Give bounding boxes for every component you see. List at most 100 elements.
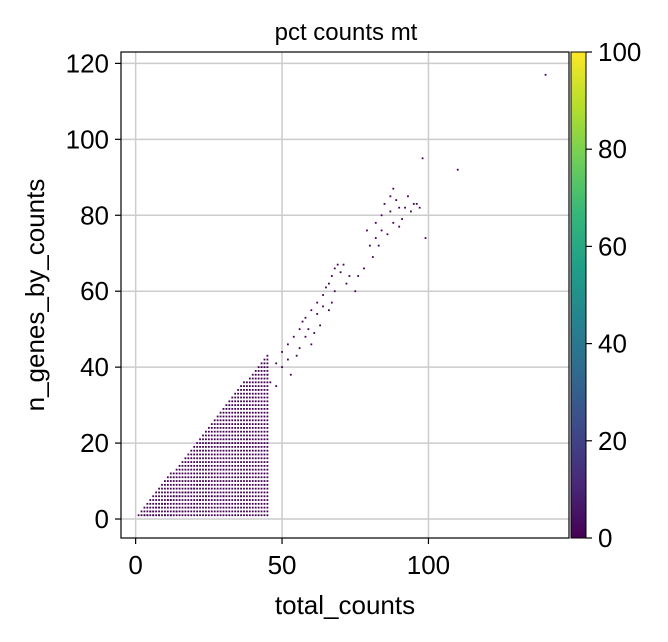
scatter-point xyxy=(263,457,266,460)
scatter-point xyxy=(246,434,248,437)
scatter-point xyxy=(175,502,178,505)
scatter-point xyxy=(263,506,266,509)
scatter-point xyxy=(237,491,240,494)
scatter-point xyxy=(234,487,237,490)
scatter-point xyxy=(237,419,240,422)
scatter-point xyxy=(260,370,263,372)
scatter-point xyxy=(175,487,178,490)
scatter-point xyxy=(248,499,251,501)
scatter-point xyxy=(207,472,210,475)
scatter-point xyxy=(257,370,260,372)
scatter-point xyxy=(248,396,251,399)
scatter-point xyxy=(205,480,207,482)
scatter-point xyxy=(243,461,245,463)
scatter-point xyxy=(234,392,237,395)
scatter-point xyxy=(263,370,266,372)
scatter-point xyxy=(248,476,251,479)
scatter-point xyxy=(251,510,254,513)
scatter-point xyxy=(254,502,257,505)
scatter-point xyxy=(415,202,418,205)
scatter-point xyxy=(207,487,210,490)
scatter-point xyxy=(210,472,213,475)
scatter-point xyxy=(237,464,240,467)
scatter-point xyxy=(196,495,199,498)
scatter-point xyxy=(231,415,234,418)
scatter-point xyxy=(254,506,257,509)
scatter-point xyxy=(196,457,199,460)
scatter-point xyxy=(196,468,199,471)
scatter-point xyxy=(161,491,163,494)
scatter-point xyxy=(225,487,228,490)
scatter-point xyxy=(254,457,257,460)
scatter-point xyxy=(181,502,184,505)
scatter-point xyxy=(383,202,386,205)
scatter-point xyxy=(254,385,257,388)
scatter-point xyxy=(333,290,336,293)
scatter-point xyxy=(196,491,199,494)
scatter-point xyxy=(266,487,269,490)
scatter-point xyxy=(225,445,228,448)
scatter-point xyxy=(169,472,172,475)
scatter-point xyxy=(401,218,403,220)
scatter-point xyxy=(260,389,263,391)
scatter-point xyxy=(219,510,222,513)
scatter-point xyxy=(266,468,269,471)
scatter-point xyxy=(257,400,260,403)
scatter-point xyxy=(166,476,169,479)
scatter-point xyxy=(196,499,199,501)
scatter-point xyxy=(263,514,266,517)
scatter-point xyxy=(210,480,213,482)
scatter-point xyxy=(222,495,225,498)
scatter-point xyxy=(222,449,225,452)
scatter-point xyxy=(199,506,201,509)
scatter-point xyxy=(213,434,216,437)
scatter-point xyxy=(234,430,237,433)
scatter-point xyxy=(234,426,237,429)
scatter-point xyxy=(266,430,269,433)
scatter-point xyxy=(222,408,225,410)
scatter-point xyxy=(260,453,263,456)
scatter-point xyxy=(213,423,216,425)
scatter-point xyxy=(266,373,269,376)
scatter-point xyxy=(263,392,266,395)
scatter-point xyxy=(263,502,266,505)
scatter-point xyxy=(149,506,152,509)
scatter-point xyxy=(237,468,240,471)
scatter-point xyxy=(251,457,254,460)
scatter-point xyxy=(222,510,225,513)
scatter-point xyxy=(266,415,269,418)
scatter-point xyxy=(216,506,219,509)
scatter-point xyxy=(254,461,257,463)
scatter-point xyxy=(225,426,228,429)
scatter-point xyxy=(231,495,234,498)
scatter-point xyxy=(251,389,254,391)
scatter-point xyxy=(213,499,216,501)
scatter-point xyxy=(257,366,260,369)
scatter-point xyxy=(166,487,169,490)
scatter-point xyxy=(146,510,149,513)
scatter-point xyxy=(248,491,251,494)
scatter-point xyxy=(257,408,260,410)
scatter-point xyxy=(228,404,231,407)
scatter-point xyxy=(166,514,169,517)
scatter-point xyxy=(216,449,219,452)
scatter-point xyxy=(161,502,163,505)
scatter-point xyxy=(246,499,248,501)
scatter-point xyxy=(219,506,222,509)
scatter-point xyxy=(225,434,228,437)
scatter-point xyxy=(193,514,196,517)
scatter-point xyxy=(207,438,210,441)
scatter-point xyxy=(266,449,269,452)
scatter-point xyxy=(240,438,242,441)
scatter-point xyxy=(216,423,219,425)
scatter-point xyxy=(237,483,240,486)
scatter-point xyxy=(237,453,240,456)
scatter-point xyxy=(260,468,263,471)
y-tick-label: 60 xyxy=(80,276,109,306)
scatter-point xyxy=(219,487,222,490)
scatter-point xyxy=(210,491,213,494)
scatter-point xyxy=(234,502,237,505)
scatter-point xyxy=(178,472,181,475)
scatter-point xyxy=(257,373,260,376)
